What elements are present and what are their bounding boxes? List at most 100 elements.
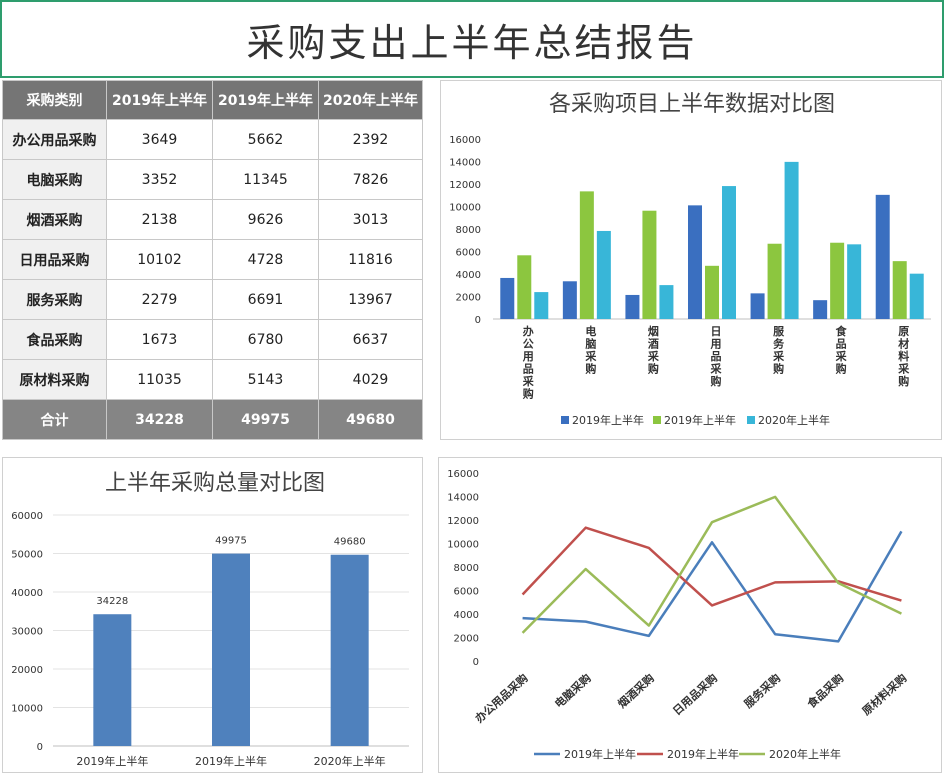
- chart-title: 各采购项目上半年数据对比图: [549, 92, 835, 117]
- value-cell: 2279: [106, 279, 213, 320]
- totals-bar-chart: 上半年采购总量对比图 0 10000 20000 30000 40000 50000 6000…: [11, 471, 409, 768]
- category-cell: 烟酒采购: [2, 199, 107, 240]
- category-bar-chart: 各采购项目上半年数据对比图 0 2000 4000 6000 8000 10000 12000…: [449, 92, 931, 427]
- table-row: 电脑采购 3352 11345 7826: [2, 159, 423, 200]
- x-tick-label: 食品采购: [835, 324, 848, 376]
- category-cell: 电脑采购: [2, 159, 107, 200]
- x-tick-label: 电脑采购: [552, 671, 594, 711]
- table-row: 服务采购 2279 6691 13967: [2, 279, 423, 320]
- bar: [579, 191, 594, 319]
- table-header-row: 采购类别 2019年上半年 2019年上半年 2020年上半年: [2, 80, 423, 120]
- table-row: 办公用品采购 3649 5662 2392: [2, 119, 423, 160]
- x-tick-label: 2019年上半年: [195, 754, 267, 768]
- value-cell: 5662: [212, 119, 319, 160]
- legend-swatch: [747, 416, 755, 424]
- bar: [847, 244, 862, 319]
- y-tick-label: 60000: [11, 511, 43, 522]
- x-tick-label: 电脑采购: [584, 324, 597, 376]
- procurement-table: 采购类别 2019年上半年 2019年上半年 2020年上半年 办公用品采购 3…: [2, 80, 423, 440]
- bar: [642, 210, 657, 319]
- y-tick-label: 8000: [456, 225, 481, 236]
- legend-label: 2019年上半年: [667, 747, 739, 761]
- y-tick-label: 14000: [447, 493, 479, 504]
- x-tick-label: 2020年上半年: [314, 754, 386, 768]
- value-cell: 11035: [106, 359, 213, 400]
- series-line: [521, 526, 902, 607]
- y-tick-label: 2000: [454, 634, 479, 645]
- column-header: 2019年上半年: [212, 80, 319, 120]
- legend-swatch: [561, 416, 569, 424]
- bar: [705, 265, 719, 319]
- legend-label: 2019年上半年: [572, 413, 644, 427]
- x-tick-label: 烟酒采购: [615, 671, 657, 711]
- bar: [813, 300, 828, 319]
- value-cell: 6691: [212, 279, 319, 320]
- x-tick-label: 烟酒采购: [647, 324, 660, 376]
- report-title-bar: 采购支出上半年总结报告: [0, 0, 944, 78]
- y-tick-label: 16000: [449, 135, 481, 146]
- y-tick-label: 12000: [449, 180, 481, 191]
- bar: [534, 292, 549, 319]
- x-tick-label: 原材料采购: [859, 671, 909, 718]
- y-tick-label: 10000: [11, 704, 43, 715]
- bar: [500, 277, 515, 319]
- value-cell: 11816: [318, 239, 423, 280]
- legend-label: 2019年上半年: [564, 747, 636, 761]
- total-value: 49680: [318, 399, 423, 440]
- bar: [892, 261, 907, 319]
- bar: [750, 293, 765, 319]
- y-tick-label: 4000: [456, 270, 481, 281]
- y-tick-label: 14000: [449, 158, 481, 169]
- y-tick-label: 10000: [447, 540, 479, 551]
- category-cell: 食品采购: [2, 319, 107, 360]
- series-line: [521, 495, 902, 634]
- y-tick-label: 6000: [456, 248, 481, 259]
- y-tick-label: 8000: [454, 563, 479, 574]
- data-label: 34228: [96, 596, 128, 607]
- x-tick-label: 服务采购: [741, 671, 783, 711]
- line-chart-panel: 0 2000 4000 6000 8000 10000 12000 14000 16000 办公用…: [438, 457, 942, 773]
- total-row: 合计 34228 49975 49680: [2, 399, 423, 440]
- total-value: 49975: [212, 399, 319, 440]
- x-tick-label: 办公用品采购: [522, 324, 535, 401]
- category-cell: 日用品采购: [2, 239, 107, 280]
- category-cell: 原材料采购: [2, 359, 107, 400]
- bar: [659, 285, 674, 319]
- value-cell: 13967: [318, 279, 423, 320]
- data-label: 49975: [215, 536, 247, 547]
- y-tick-label: 50000: [11, 550, 43, 561]
- legend-label: 2020年上半年: [758, 413, 830, 427]
- bar: [784, 161, 799, 319]
- bar: [93, 614, 132, 746]
- value-cell: 5143: [212, 359, 319, 400]
- y-tick-label: 0: [473, 657, 479, 668]
- bar: [625, 294, 640, 319]
- bar: [212, 553, 250, 746]
- bar: [330, 554, 369, 746]
- column-header: 2020年上半年: [318, 80, 423, 120]
- totals-bar-chart-panel: 上半年采购总量对比图 0 10000 20000 30000 40000 50000 6000…: [2, 457, 423, 773]
- table-row: 食品采购 1673 6780 6637: [2, 319, 423, 360]
- value-cell: 6637: [318, 319, 423, 360]
- x-tick-label: 原材料采购: [897, 325, 910, 388]
- value-cell: 3013: [318, 199, 423, 240]
- y-tick-label: 2000: [456, 293, 481, 304]
- value-cell: 1673: [106, 319, 213, 360]
- value-cell: 9626: [212, 199, 319, 240]
- column-header: 采购类别: [2, 80, 107, 120]
- bar: [596, 230, 611, 319]
- y-tick-label: 20000: [11, 665, 43, 676]
- bar: [875, 194, 890, 319]
- value-cell: 2138: [106, 199, 213, 240]
- y-tick-label: 12000: [447, 516, 479, 527]
- category-cell: 办公用品采购: [2, 119, 107, 160]
- value-cell: 10102: [106, 239, 213, 280]
- x-tick-label: 日用品采购: [710, 325, 723, 388]
- legend-label: 2019年上半年: [664, 413, 736, 427]
- value-cell: 4029: [318, 359, 423, 400]
- value-cell: 4728: [212, 239, 319, 280]
- bar: [722, 186, 736, 319]
- bar: [909, 273, 924, 319]
- value-cell: 11345: [212, 159, 319, 200]
- y-tick-label: 30000: [11, 627, 43, 638]
